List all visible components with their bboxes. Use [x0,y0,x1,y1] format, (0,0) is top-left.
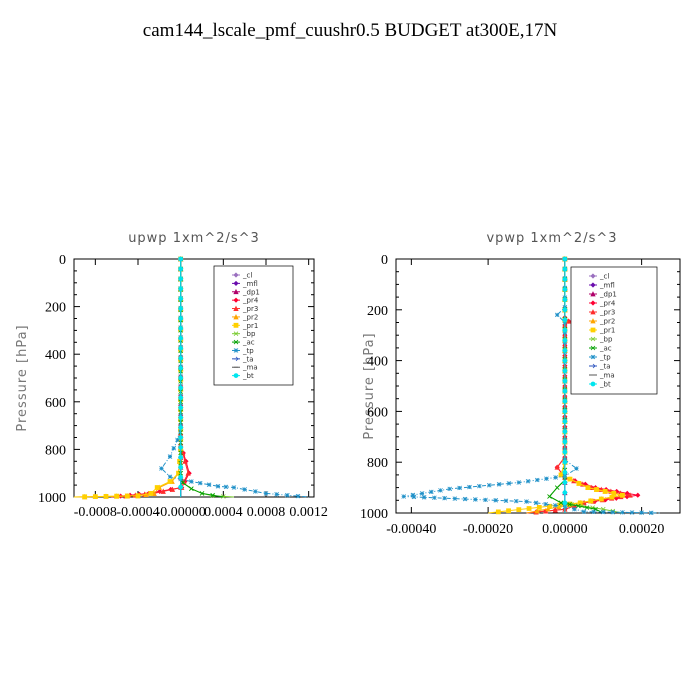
legend-entry: _pr3 [599,309,615,317]
legend-entry: _dp1 [599,291,617,299]
legend-swatch-marker [590,327,596,333]
y-axis-label: Pressure [hPa] [362,332,377,439]
legend-entry: _ta [242,355,254,363]
legend-entry: _mfl [599,282,615,290]
legend-entry: _cl [599,273,609,281]
legend-swatch-marker [233,339,239,345]
legend-entry: _ma [599,372,615,380]
legend-entry: _dp1 [242,288,260,296]
y-axis-label: Pressure [hPa] [15,324,30,431]
legend-entry: _pr4 [599,300,616,308]
x-tick-label: -0.0004 [116,505,159,520]
legend-swatch-marker [590,318,596,324]
y-tick-label: 600 [367,405,388,420]
legend-entry: _bt [599,381,611,389]
legend-swatch-marker [233,272,239,278]
legend-entry: _pr4 [242,297,259,305]
series-markers [495,256,625,515]
x-tick-label: 0.0012 [289,505,328,520]
figure-title: cam144_lscale_pmf_cuushr0.5 BUDGET at300… [142,20,558,41]
legend-box [213,265,294,386]
legend-entry: _tp [242,347,254,355]
x-tick-label: -0.0008 [74,505,117,520]
x-tick-label: -0.00000 [156,505,206,520]
panel-title: vpwp 1xm^2/s^3 [486,231,617,246]
legend-entry: _pr3 [242,305,258,313]
series-markers [82,256,184,500]
x-tick-label: 0.00000 [542,522,588,537]
legend-box [570,266,658,395]
legend-swatch-marker [590,354,596,360]
x-tick-label: 0.0004 [204,505,243,520]
legend-swatch-marker [590,300,596,306]
legend-swatch-marker [233,331,239,336]
x-tick-label: 0.0008 [247,505,286,520]
panel-title: upwp 1xm^2/s^3 [128,231,260,246]
legend-swatch-marker [233,288,239,295]
y-tick-label: 0 [59,253,66,268]
legend-swatch-marker [233,297,239,303]
series-markers [178,256,184,490]
y-tick-label: 1000 [360,507,388,522]
series-markers [82,256,184,500]
series-line [73,259,182,498]
y-tick-label: 600 [45,396,66,411]
legend-entry: _cl [242,272,252,280]
series-markers [562,256,568,506]
legend-swatch-marker [233,348,239,353]
y-tick-label: 400 [367,355,388,370]
y-tick-label: 800 [367,456,388,471]
legend-entry: _pr1 [242,322,258,330]
series-line [73,259,182,498]
legend-entry: _pr1 [599,327,615,335]
legend-entry: _ta [599,363,611,371]
legend-entry: _mfl [242,280,258,288]
legend-swatch-marker [233,314,239,320]
legend-swatch-marker [590,282,596,288]
legend-entry: _bp [599,336,613,344]
legend-swatch-marker [590,345,596,351]
y-tick-label: 200 [45,301,66,316]
legend-swatch-marker [234,356,239,362]
x-tick-label: 0.00020 [619,522,665,537]
upwp-panel: upwp 1xm^2/s^3 Pressure [hPa] 0 200 400 600 80… [15,231,328,520]
legend-swatch-marker [590,381,596,387]
legend-swatch-marker [590,273,596,279]
y-tick-label: 400 [45,348,66,363]
y-tick-label: 800 [45,443,66,458]
legend-entry: _ma [242,364,258,372]
x-tick-label: -0.00020 [463,522,513,537]
legend-swatch-marker [590,336,596,342]
legend-swatch-marker [233,373,239,379]
legend-swatch-marker [590,291,596,297]
legend-swatch-marker [591,363,596,369]
vpwp-panel: vpwp 1xm^2/s^3 Pressure [hPa] 0 200 400 600 80… [360,231,681,537]
y-tick-label: 0 [381,253,388,268]
legend-entry: _pr2 [242,313,258,321]
legend-swatch-marker [233,280,239,286]
y-tick-label: 1000 [38,491,66,506]
legend-entry: _bp [242,330,256,338]
legend-swatch-marker [233,305,239,311]
legend-swatch-marker [233,322,239,328]
legend-entry: _tp [599,354,611,362]
legend-entry: _bt [242,372,254,380]
y-tick-label: 200 [367,304,388,319]
legend-swatch-marker [590,309,596,315]
legend-entry: _pr2 [599,318,615,326]
legend-entry: _ac [599,345,612,353]
x-tick-label: -0.00040 [386,522,436,537]
legend-entry: _ac [242,339,255,347]
